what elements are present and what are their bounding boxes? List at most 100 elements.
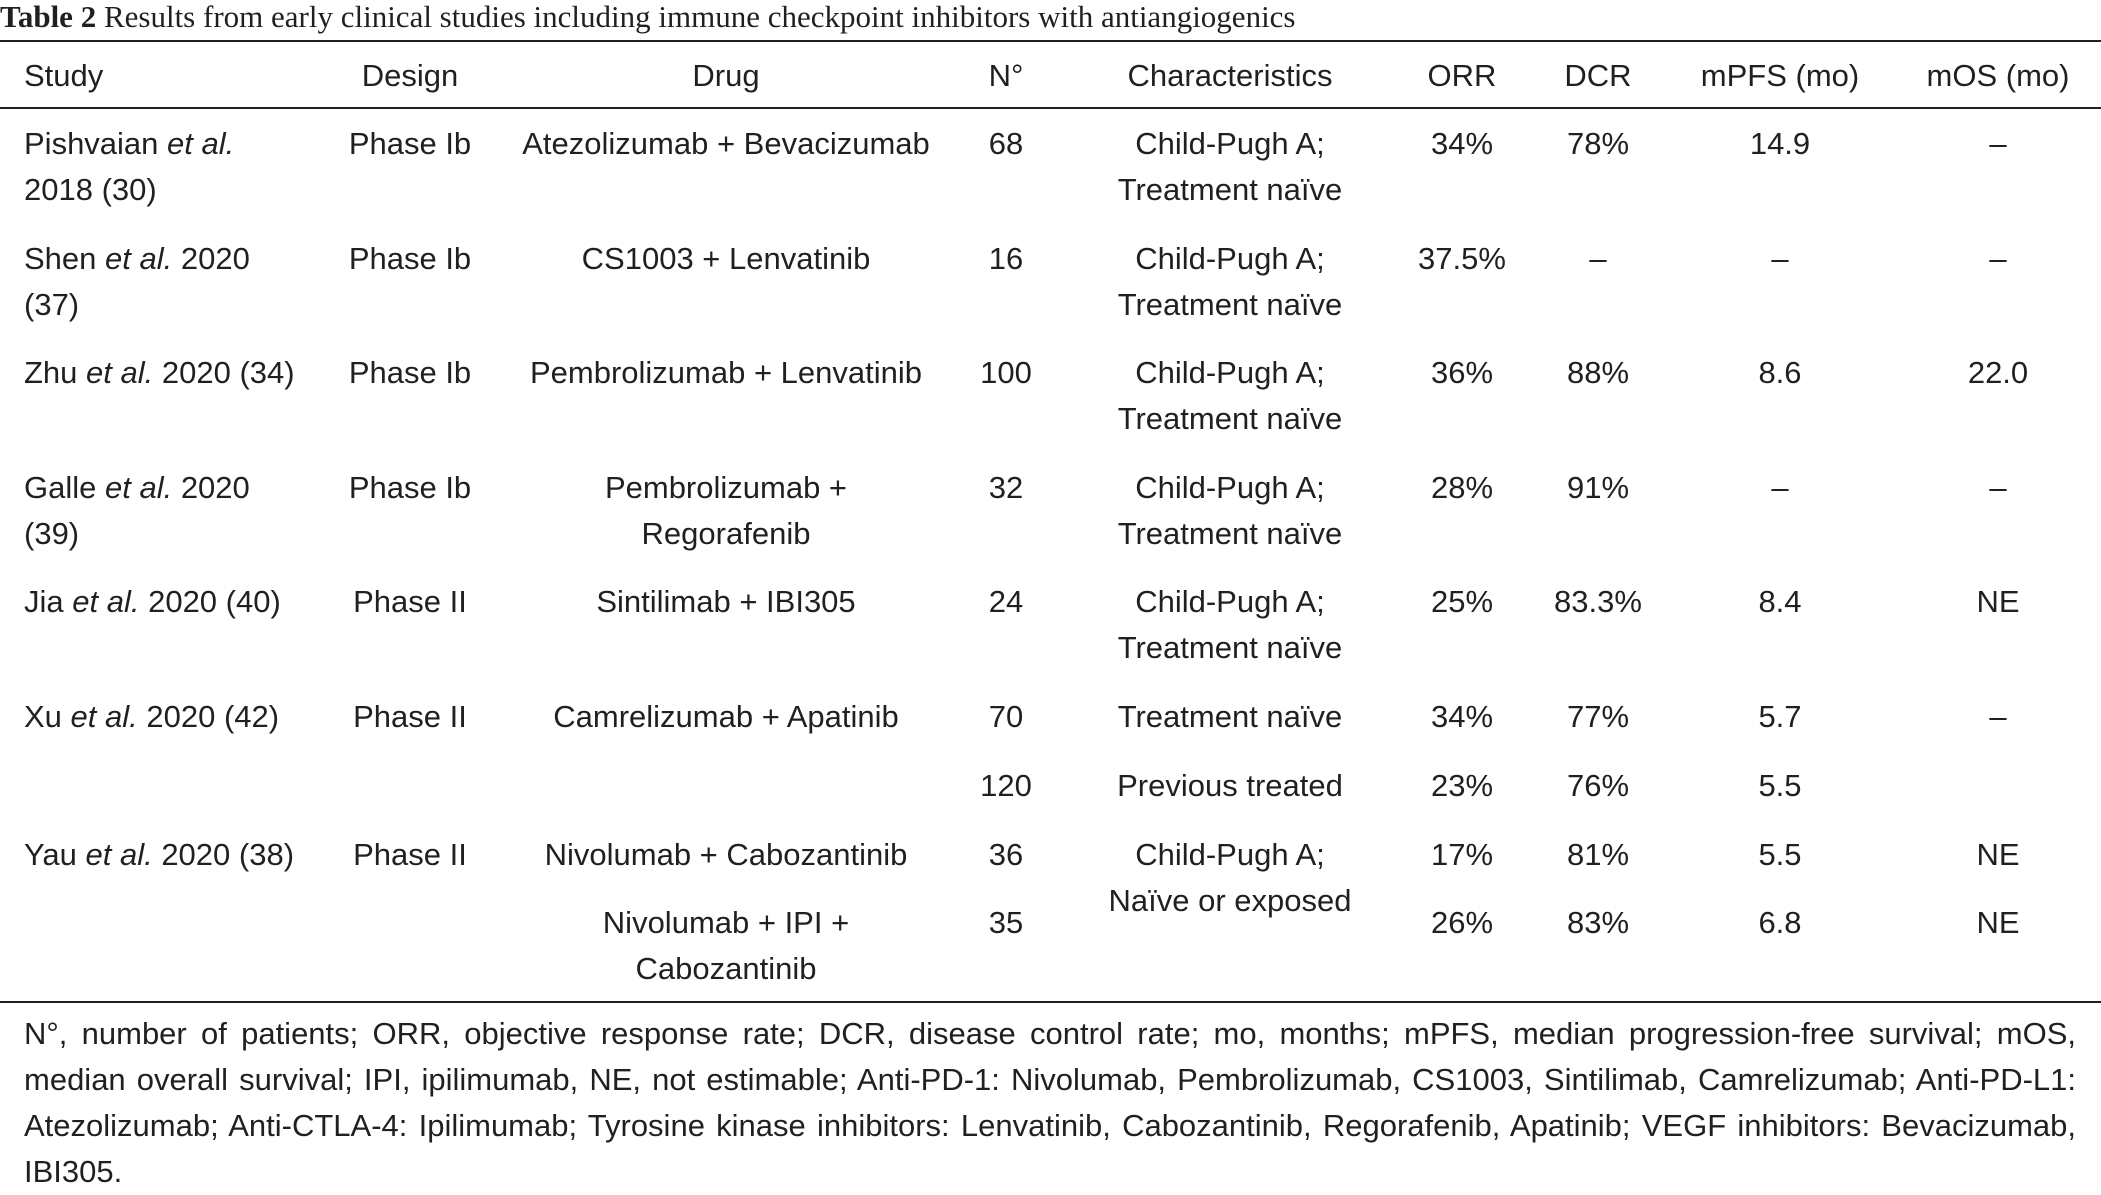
orr-cell: 26% xyxy=(1430,905,1494,940)
mos-cell: – xyxy=(1989,126,2007,161)
characteristics-cell-line2: Treatment naïve xyxy=(1117,287,1343,322)
study-etal: et al. xyxy=(72,584,140,619)
study-author: Zhu xyxy=(24,355,87,390)
design-cell: Phase II xyxy=(353,837,467,872)
drug-cell: Nivolumab + IPI + xyxy=(602,905,850,940)
n-cell: 70 xyxy=(988,699,1024,734)
study-cell: Galle et al. 2020 xyxy=(24,465,250,511)
study-author: Yau xyxy=(24,837,86,872)
drug-cell: Pembrolizumab + xyxy=(604,470,848,505)
study-author: Pishvaian xyxy=(24,126,168,161)
drug-cell: Atezolizumab + Bevacizumab xyxy=(522,126,930,161)
orr-cell: 37.5% xyxy=(1418,241,1506,276)
study-cell-line2: (37) xyxy=(24,287,80,322)
study-cell: Pishvaian et al. xyxy=(24,121,234,167)
dcr-cell: 83.3% xyxy=(1554,584,1642,619)
drug-cell: Sintilimab + IBI305 xyxy=(596,584,856,619)
mpfs-cell: 5.5 xyxy=(1758,768,1802,803)
study-author: Galle xyxy=(24,470,105,505)
header-n: N° xyxy=(988,58,1024,93)
n-cell: 32 xyxy=(988,470,1024,505)
mos-cell: – xyxy=(1989,241,2007,276)
study-cell: Xu et al. 2020 (42) xyxy=(24,694,279,740)
mos-cell: NE xyxy=(1976,837,2020,872)
header-mos: mOS (mo) xyxy=(1926,58,2070,93)
mpfs-cell: 14.9 xyxy=(1749,126,1811,161)
dcr-cell: 76% xyxy=(1566,768,1630,803)
header-characteristics: Characteristics xyxy=(1127,58,1333,93)
header-mpfs: mPFS (mo) xyxy=(1700,58,1860,93)
study-cell: Yau et al. 2020 (38) xyxy=(24,832,294,878)
design-cell: Phase Ib xyxy=(348,241,472,276)
study-cell: Shen et al. 2020 xyxy=(24,236,250,282)
characteristics-cell: Treatment naïve xyxy=(1117,699,1343,734)
study-cell-line2: (39) xyxy=(24,516,80,551)
mpfs-cell: 5.5 xyxy=(1758,837,1802,872)
characteristics-cell: Child-Pugh A; xyxy=(1135,241,1325,276)
study-etal: et al. xyxy=(167,126,235,161)
orr-cell: 25% xyxy=(1430,584,1494,619)
header-design: Design xyxy=(361,58,459,93)
study-etal: et al. xyxy=(105,241,173,276)
study-etal: et al. xyxy=(85,837,153,872)
characteristics-cell-line2: Treatment naïve xyxy=(1117,630,1343,665)
orr-cell: 36% xyxy=(1430,355,1494,390)
study-etal: et al. xyxy=(70,699,138,734)
mos-cell: NE xyxy=(1976,905,2020,940)
mos-cell: – xyxy=(1989,699,2007,734)
dcr-cell: 88% xyxy=(1566,355,1630,390)
dcr-cell: 91% xyxy=(1566,470,1630,505)
study-cell: Zhu et al. 2020 (34) xyxy=(24,350,295,396)
table-caption: Table 2 Results from early clinical stud… xyxy=(0,0,1296,36)
drug-cell: CS1003 + Lenvatinib xyxy=(581,241,871,276)
characteristics-cell: Child-Pugh A; xyxy=(1135,584,1325,619)
bottom-rule xyxy=(0,1001,2101,1003)
n-cell: 16 xyxy=(988,241,1024,276)
dcr-cell: 78% xyxy=(1566,126,1630,161)
study-year: 2020 xyxy=(172,241,250,276)
n-cell: 120 xyxy=(980,768,1032,803)
drug-cell: Nivolumab + Cabozantinib xyxy=(544,837,908,872)
characteristics-cell: Child-Pugh A; xyxy=(1135,837,1325,872)
mpfs-cell: – xyxy=(1771,241,1789,276)
table-footnote: N°, number of patients; ORR, objective r… xyxy=(24,1016,2076,1189)
study-year: 2020 (40) xyxy=(139,584,281,619)
mos-cell: 22.0 xyxy=(1967,355,2029,390)
orr-cell: 23% xyxy=(1430,768,1494,803)
mpfs-cell: 5.7 xyxy=(1758,699,1802,734)
drug-cell-line2: Regorafenib xyxy=(641,516,811,551)
orr-cell: 34% xyxy=(1430,126,1494,161)
study-year: 2020 (34) xyxy=(153,355,295,390)
n-cell: 100 xyxy=(980,355,1032,390)
design-cell: Phase Ib xyxy=(348,126,472,161)
drug-cell: Pembrolizumab + Lenvatinib xyxy=(529,355,923,390)
study-author: Shen xyxy=(24,241,106,276)
characteristics-cell-line2: Naïve or exposed xyxy=(1108,883,1352,918)
n-cell: 36 xyxy=(988,837,1024,872)
header-drug: Drug xyxy=(692,58,760,93)
mpfs-cell: 8.6 xyxy=(1758,355,1802,390)
orr-cell: 34% xyxy=(1430,699,1494,734)
header-orr: ORR xyxy=(1427,58,1497,93)
study-cell-line2: 2018 (30) xyxy=(24,172,157,207)
table-label: Table 2 xyxy=(0,0,97,34)
mpfs-cell: 6.8 xyxy=(1758,905,1802,940)
orr-cell: 28% xyxy=(1430,470,1494,505)
table-title: Results from early clinical studies incl… xyxy=(96,0,1296,34)
n-cell: 68 xyxy=(988,126,1024,161)
design-cell: Phase II xyxy=(353,699,467,734)
characteristics-cell-line2: Treatment naïve xyxy=(1117,172,1343,207)
orr-cell: 17% xyxy=(1430,837,1494,872)
header-rule xyxy=(0,107,2101,109)
study-etal: et al. xyxy=(104,470,173,505)
characteristics-cell: Child-Pugh A; xyxy=(1135,355,1325,390)
dcr-cell: 81% xyxy=(1566,837,1630,872)
top-rule xyxy=(0,40,2101,42)
mos-cell: NE xyxy=(1976,584,2020,619)
characteristics-cell: Child-Pugh A; xyxy=(1135,470,1325,505)
characteristics-cell-line2: Treatment naïve xyxy=(1117,516,1343,551)
dcr-cell: – xyxy=(1589,241,1607,276)
mpfs-cell: 8.4 xyxy=(1758,584,1802,619)
n-cell: 24 xyxy=(988,584,1024,619)
characteristics-cell: Child-Pugh A; xyxy=(1135,126,1325,161)
